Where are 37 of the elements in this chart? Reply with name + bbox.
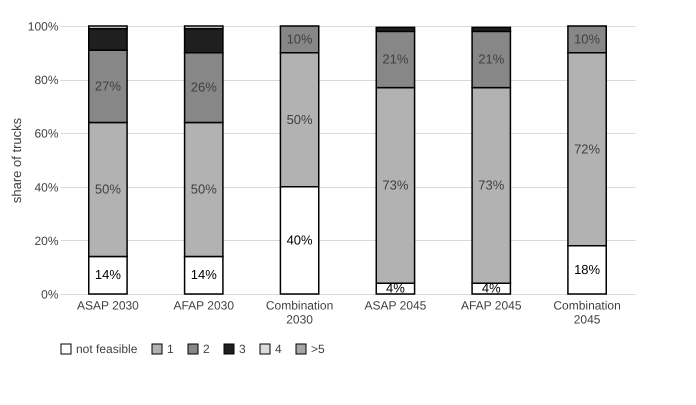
data-label: 27% — [94, 78, 122, 94]
y-tick-label: 60% — [34, 126, 59, 141]
data-label: 10% — [574, 31, 601, 46]
y-tick-label: 80% — [34, 73, 59, 88]
legend-label: 3 — [239, 342, 246, 356]
data-label: 50% — [286, 112, 314, 127]
legend-label: >5 — [311, 342, 326, 356]
data-label: 73% — [478, 177, 505, 192]
legend-label: 4 — [275, 342, 282, 356]
x-tick-label: Combination 2045 — [553, 298, 621, 326]
x-tick-label: AFAP 2045 — [461, 298, 522, 312]
y-tick-label: 100% — [28, 20, 59, 34]
y-tick-label: 40% — [34, 180, 59, 194]
x-tick-label: ASAP 2030 — [77, 298, 140, 312]
data-label: 14% — [190, 267, 218, 282]
data-label: 50% — [94, 181, 122, 196]
legend-label: 1 — [167, 342, 174, 356]
legend-label: not feasible — [76, 342, 138, 356]
y-axis-title: share of trucks — [8, 117, 24, 204]
data-label: 4% — [482, 280, 502, 296]
data-label: 4% — [386, 280, 406, 296]
data-label: 10% — [286, 31, 314, 46]
data-label: 50% — [190, 181, 218, 196]
y-tick-label: 20% — [34, 234, 59, 248]
x-tick-label: ASAP 2045 — [364, 298, 427, 312]
data-label: 26% — [190, 80, 218, 95]
x-tick-label: Combination 2030 — [266, 298, 334, 326]
data-label: 14% — [94, 267, 122, 282]
data-label: 21% — [382, 52, 409, 66]
data-label: 21% — [478, 52, 505, 66]
legend-label: 2 — [203, 342, 210, 356]
data-label: 72% — [574, 141, 601, 156]
data-label: 18% — [574, 262, 601, 277]
data-label: 40% — [286, 232, 314, 248]
data-label: 73% — [382, 177, 409, 192]
y-tick-label: 0% — [41, 288, 59, 302]
x-tick-label: AFAP 2030 — [174, 298, 234, 312]
